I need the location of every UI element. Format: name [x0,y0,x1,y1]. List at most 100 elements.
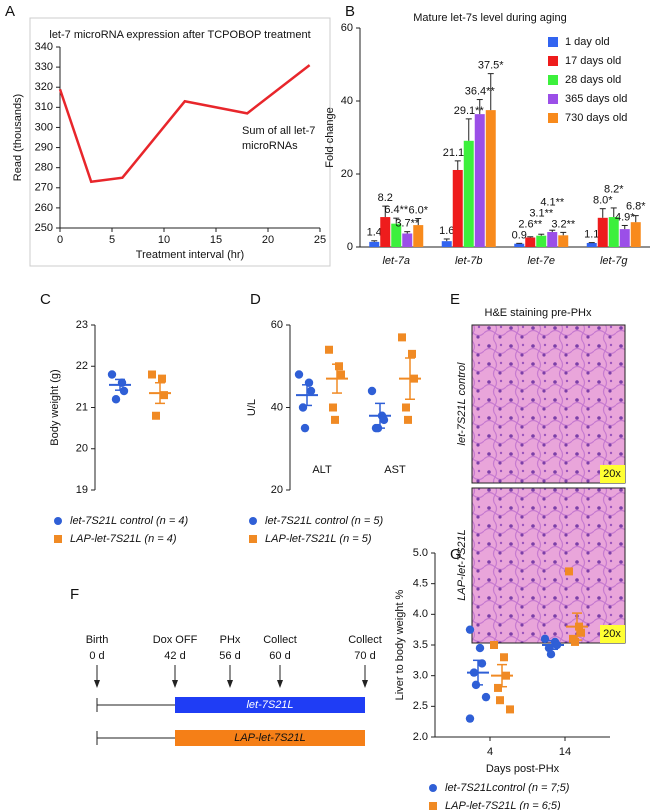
panel-frame [29,17,331,267]
legend-marker [54,517,62,525]
y-tick-label: 300 [35,121,53,133]
x-tick-label: let-7a [382,255,410,267]
x-axis-label: Days post-PHx [486,763,560,775]
arrow-head [277,680,283,688]
bar [586,242,597,247]
timeline-bar [175,730,365,746]
legend-marker [54,535,62,543]
point [494,683,502,692]
value-label: 36.4** [465,85,496,97]
point [111,395,121,404]
point [367,386,377,396]
mag-box [600,625,625,643]
bar [413,225,424,247]
point [565,567,573,576]
point [325,345,333,354]
event-label: Birth [86,634,109,646]
point [331,415,339,424]
value-label: 8.0* [593,195,613,207]
value-label: 2.6** [518,218,543,230]
point [500,653,508,662]
y-tick-label: 4.5 [413,578,428,590]
group-label: LAP-let-7S21L [234,732,306,744]
bar [441,241,452,247]
point [477,659,487,668]
point [496,696,504,705]
annotation: microRNAs [242,140,298,152]
point [540,634,550,644]
point [306,386,316,396]
legend-label: LAP-let-7S21L (n = 4) [70,533,177,545]
point [506,705,514,714]
x-tick-label: 15 [210,234,222,246]
x-axis-label: Treatment interval (hr) [136,249,244,261]
point [398,333,406,342]
y-tick-label: 20 [341,168,353,180]
timeline-bar [175,697,365,713]
point [402,403,410,412]
x-tick-label: ALT [312,464,332,476]
panel-label: G [450,546,462,563]
legend-swatch [548,56,558,66]
value-label: 1.6 [439,225,454,237]
y-tick-label: 22 [76,360,88,372]
value-label: 1.1 [584,229,599,241]
panel-label: B [345,3,355,20]
y-tick-label: 330 [35,61,53,73]
legend-marker [429,802,437,810]
event-time: 60 d [269,650,290,662]
point [379,415,389,425]
chart-title: let-7 microRNA expression after TCPOBOP … [49,29,310,41]
legend-label: 730 days old [565,112,627,124]
value-label: 37.5* [478,60,504,72]
y-tick-label: 290 [35,141,53,153]
event-label: Collect [348,634,382,646]
row-label: LAP-let-7S21L [456,529,468,601]
y-tick-label: 4.0 [413,608,428,620]
panel-label: F [70,586,79,603]
point [160,391,168,400]
y-tick-label: 310 [35,101,53,113]
x-tick-label: let-7e [527,255,555,267]
legend-label: let-7S21Lcontrol (n = 7;5) [445,782,570,794]
bar [402,233,413,247]
event-time: 70 d [354,650,375,662]
legend-label: LAP-let-7S21L (n = 6;5) [445,800,561,810]
y-tick-label: 250 [35,222,53,234]
annotation: Sum of all let-7 [242,125,315,137]
point [119,386,129,396]
bar [474,114,485,247]
value-label: 6.0* [408,204,428,216]
legend-swatch [548,37,558,47]
value-label: 4.9* [615,211,635,223]
y-tick-label: 260 [35,202,53,214]
y-axis-label: Fold change [324,107,336,168]
panel-label: E [450,291,460,308]
value-label: 29.1** [454,105,485,117]
legend-label: let-7S21L control (n = 5) [265,515,383,527]
panel-label: D [250,291,261,308]
bar [463,140,474,247]
bar [369,241,380,247]
value-label: 0.9 [512,229,527,241]
legend-marker [249,517,257,525]
event-label: Collect [263,634,297,646]
y-axis-label: Read (thousands) [12,94,24,181]
x-tick-label: 0 [57,234,63,246]
y-tick-label: 270 [35,182,53,194]
y-tick-label: 20 [76,443,88,455]
event-time: 56 d [219,650,240,662]
legend-label: 1 day old [565,36,610,48]
legend-marker [249,535,257,543]
legend-label: let-7S21L control (n = 4) [70,515,188,527]
legend-swatch [548,94,558,104]
point [577,628,585,637]
point [300,423,310,433]
point [465,625,475,634]
point [107,370,117,379]
y-tick-label: 5.0 [413,547,428,559]
point [335,362,343,371]
point [329,403,337,412]
event-label: PHx [220,634,241,646]
